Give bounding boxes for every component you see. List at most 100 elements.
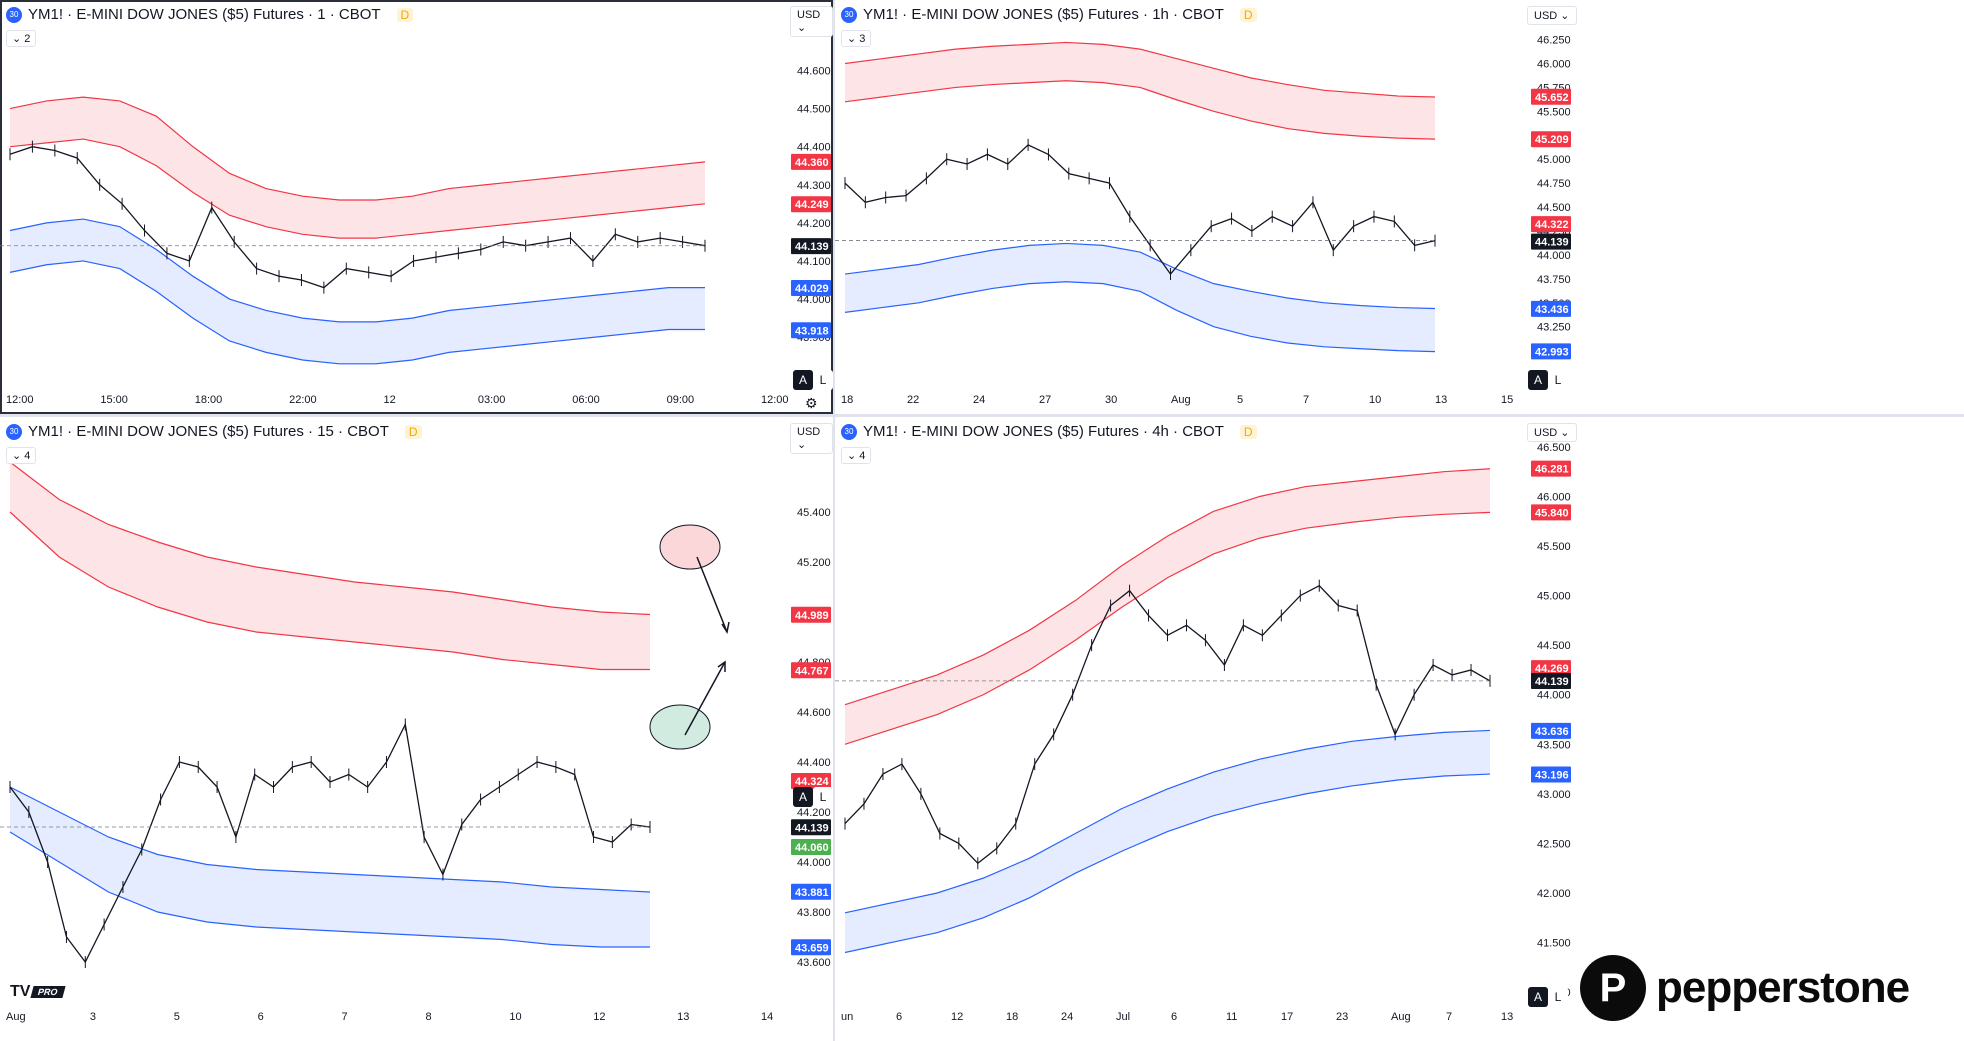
upper-band-fill: [10, 462, 650, 670]
currency-label: USD: [797, 9, 821, 21]
chart-pane-4h[interactable]: 46.500 46.000 45.500 45.000 44.500 44.000 43.5…: [835, 417, 1964, 1041]
auto-scale-button[interactable]: A: [1528, 987, 1548, 1007]
x-tick-label: 13: [1501, 1011, 1513, 1023]
tradingview-logo: TV PRO: [10, 983, 66, 1001]
auto-scale-button[interactable]: A: [1528, 370, 1548, 390]
log-scale-button[interactable]: L: [813, 370, 833, 390]
settings-gear-icon[interactable]: ⚙: [805, 395, 818, 411]
buy-zone-ellipse: [649, 704, 711, 750]
chart-pane-1h[interactable]: 46.25046.00045.75045.50045.25045.00044.7…: [835, 0, 1964, 414]
upper-band-top-line: [9, 461, 651, 616]
symbol-header[interactable]: 30 YM1! · E-MINI DOW JONES ($5) Futures …: [6, 423, 422, 440]
lower-band-bottom-line: [9, 831, 650, 948]
currency-label: USD: [1534, 10, 1558, 22]
pepperstone-logo: P pepperstone: [1580, 955, 1910, 1021]
chart-pane-15m[interactable]: 45.40045.20044.80044.60044.40044.20044.0…: [0, 417, 833, 1041]
price-tag: [791, 280, 831, 296]
price-tag: [791, 196, 831, 213]
lower-band-bottom-line: [844, 281, 1436, 353]
indicators-toggle[interactable]: ⌄ 4: [841, 447, 872, 464]
y-tick-label: 45.200: [797, 557, 831, 569]
currency-select[interactable]: USD ⌄: [1527, 423, 1577, 442]
upper-band-bottom-line: [9, 138, 706, 239]
price-tag: [1531, 660, 1571, 677]
up-arrow: [684, 661, 726, 736]
currency-select[interactable]: USD ⌄: [1527, 6, 1577, 25]
lower-band-fill: [845, 730, 1490, 953]
price-tag-label: 43.918: [795, 325, 829, 337]
price-tag-label: 44.139: [795, 241, 829, 253]
lower-band-bottom-line: [844, 773, 1491, 954]
price-tag: [1531, 504, 1571, 521]
log-scale-button[interactable]: L: [813, 787, 833, 807]
indicators-count: 4: [859, 450, 866, 462]
price-tag-label: 44.767: [795, 665, 829, 677]
x-tick-label: 7: [1303, 394, 1309, 406]
chart-canvas[interactable]: 44.600 44.500 44.400 44.300 44.200 44.100 44.0…: [0, 0, 833, 414]
y-tick-label: 44.300: [797, 180, 831, 192]
price-tag: [1531, 131, 1571, 148]
symbol-header[interactable]: 30 YM1! · E-MINI DOW JONES ($5) Futures …: [841, 423, 1257, 440]
x-tick-label: 6: [258, 1011, 264, 1023]
price-tag-label: 45.652: [1535, 92, 1569, 104]
chart-canvas[interactable]: 46.500 46.000 45.500 45.000 44.500 44.000 43.5…: [835, 417, 1964, 1041]
y-tick-label: 43.000: [1537, 789, 1571, 801]
auto-scale-button[interactable]: A: [793, 787, 813, 807]
price-tag: [791, 819, 831, 836]
y-tick-label: 44.500: [797, 104, 831, 116]
price-tag-label: 45.840: [1535, 507, 1569, 519]
x-tick-label: 12:00: [761, 394, 789, 406]
pepperstone-mark-icon: P: [1580, 955, 1646, 1021]
auto-scale-button[interactable]: A: [793, 370, 813, 390]
y-tick-label: 46.500: [1537, 442, 1571, 454]
delayed-flag: D: [1239, 424, 1257, 439]
indicators-count: 4: [24, 450, 31, 462]
indicators-toggle[interactable]: ⌄ 2: [6, 30, 37, 47]
upper-band-bottom-line: [9, 511, 650, 671]
symbol-title: YM1! · E-MINI DOW JONES ($5) Futures · 1…: [28, 423, 389, 440]
upper-band-top-line: [844, 41, 1436, 98]
currency-select[interactable]: USD ⌄: [790, 6, 833, 37]
y-tick-label: 45.500: [1537, 106, 1571, 118]
symbol-title: YM1! · E-MINI DOW JONES ($5) Futures · 4…: [863, 423, 1224, 440]
x-tick-label: 30: [1105, 394, 1117, 406]
price-tag: [1531, 343, 1571, 360]
log-scale-button[interactable]: L: [1548, 370, 1568, 390]
chart-pane-1m[interactable]: 44.600 44.500 44.400 44.300 44.200 44.100 44.0…: [0, 0, 833, 414]
log-scale-button[interactable]: L: [1548, 987, 1568, 1007]
price-tag-label: 44.989: [795, 610, 829, 622]
symbol-header[interactable]: 30 YM1! · E-MINI DOW JONES ($5) Futures …: [6, 6, 414, 23]
x-tick-label: 18:00: [195, 394, 223, 406]
price-tag: [791, 606, 831, 623]
chart-canvas[interactable]: 45.40045.20044.80044.60044.40044.20044.0…: [0, 417, 833, 1041]
indicators-toggle[interactable]: ⌄ 3: [841, 30, 872, 47]
currency-select[interactable]: USD ⌄: [790, 423, 833, 454]
x-tick-label: 03:00: [478, 394, 506, 406]
price-tag-label: 43.436: [1535, 304, 1569, 316]
chart-canvas[interactable]: 46.25046.00045.75045.50045.25045.00044.7…: [835, 0, 1964, 414]
pane-divider-vertical[interactable]: [833, 0, 835, 1041]
y-tick-label: 43.800: [797, 907, 831, 919]
pane-divider-horizontal[interactable]: [0, 414, 1964, 417]
x-tick-label: 7: [1446, 1011, 1452, 1023]
indicators-toggle[interactable]: ⌄ 4: [6, 447, 37, 464]
currency-label: USD: [797, 426, 821, 438]
symbol-header[interactable]: 30 YM1! · E-MINI DOW JONES ($5) Futures …: [841, 6, 1257, 23]
price-tag: [1531, 300, 1571, 317]
y-tick-label: 43.500: [1537, 739, 1571, 751]
price-tag: [1531, 88, 1571, 105]
upper-band-bottom-line: [844, 80, 1436, 140]
x-tick-label: 09:00: [667, 394, 695, 406]
x-tick-label: 5: [1237, 394, 1243, 406]
upper-band-fill: [845, 468, 1490, 745]
price-tag: [1531, 216, 1571, 233]
delayed-flag: D: [1239, 7, 1257, 22]
y-tick-label: 44.100: [797, 256, 831, 268]
price-tag-label: 44.249: [795, 199, 829, 211]
price-tag: [1531, 766, 1571, 783]
x-tick-label: 12: [384, 394, 396, 406]
price-tag-label: 43.881: [795, 887, 829, 899]
down-arrow-head: [721, 621, 730, 634]
price-tag-label: 43.659: [795, 942, 829, 954]
x-tick-label: 23: [1336, 1011, 1348, 1023]
